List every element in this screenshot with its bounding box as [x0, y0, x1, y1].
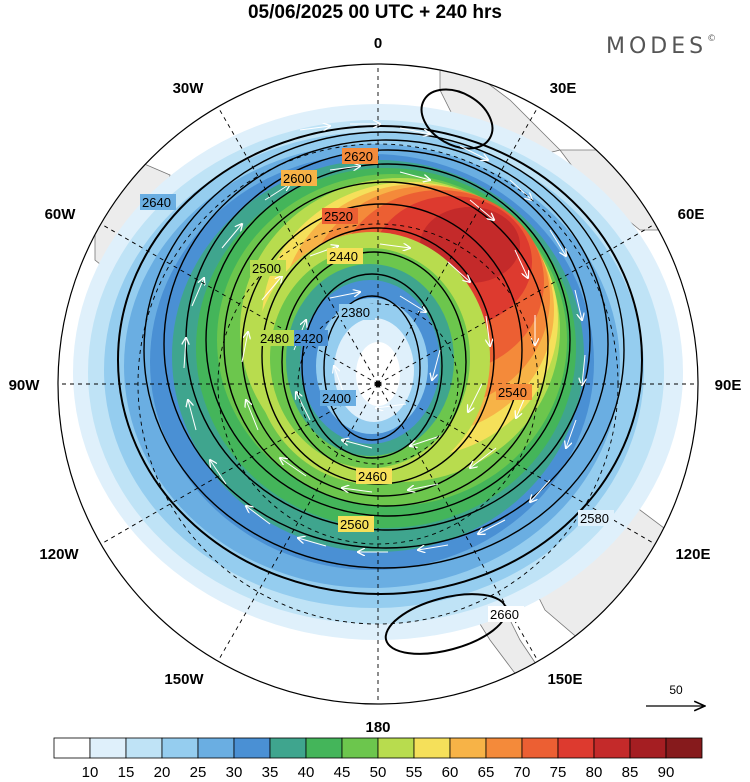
- map-field: [58, 64, 698, 704]
- contour-label: 2420: [294, 331, 323, 346]
- contour-label: 2400: [322, 391, 351, 406]
- lon-label-150w: 150W: [164, 671, 204, 688]
- colorbar-tick-label: 55: [406, 764, 423, 781]
- colorbar-swatch: [89, 737, 127, 759]
- colorbar-tick-label: 20: [154, 764, 171, 781]
- lon-label-180: 180: [365, 719, 390, 736]
- contour-label: 2480: [260, 331, 289, 346]
- map-boundary: [57, 63, 699, 705]
- colorbar-swatch: [413, 737, 451, 759]
- map-title: 05/06/2025 00 UTC + 240 hrs: [247, 2, 503, 23]
- colorbar-swatch: [449, 737, 487, 759]
- colorbar-tick-label: 35: [262, 764, 279, 781]
- contour-label: 2380: [341, 305, 370, 320]
- vector-reference: 50: [646, 683, 705, 706]
- colorbar-swatch: [521, 737, 559, 759]
- colorbar-tick-label: 80: [586, 764, 603, 781]
- contour-label: 2540: [498, 385, 527, 400]
- contour-label: 2580: [580, 511, 609, 526]
- colorbar-tick-label: 65: [478, 764, 495, 781]
- colorbar-swatch: [161, 737, 199, 759]
- contour-label: 2460: [358, 469, 387, 484]
- colorbar-tick-label: 50: [370, 764, 387, 781]
- colorbar-swatch: [269, 737, 307, 759]
- colorbar: 10 15 20 25 30 35 40 45 50 55 60 65 70 75 80 85 90: [53, 737, 703, 781]
- colorbar-swatch: [341, 737, 379, 759]
- colorbar-swatch: [305, 737, 343, 759]
- colorbar-tick-label: 15: [118, 764, 135, 781]
- colorbar-swatch: [233, 737, 271, 759]
- contour-label: 2620: [344, 149, 373, 164]
- lon-label-120w: 120W: [39, 546, 79, 563]
- contour-label: 2440: [329, 249, 358, 264]
- vector-reference-label: 50: [669, 683, 683, 697]
- lon-label-90e: 90E: [715, 377, 742, 394]
- colorbar-swatch: [593, 737, 631, 759]
- lon-label-30w: 30W: [173, 80, 205, 97]
- brand-mark: ©: [707, 34, 717, 44]
- contour-label: 2520: [324, 209, 353, 224]
- lon-label-150e: 150E: [547, 671, 582, 688]
- lon-label-60w: 60W: [45, 206, 77, 223]
- lon-label-60e: 60E: [678, 206, 705, 223]
- colorbar-swatch: [665, 737, 703, 759]
- pole-marker: [375, 381, 381, 387]
- colorbar-swatch: [485, 737, 523, 759]
- lon-label-120e: 120E: [675, 546, 710, 563]
- colorbar-swatch: [53, 737, 91, 759]
- longitude-labels: 0 30E 60E 90E 120E 150E 180 150W 120W 90…: [9, 35, 742, 736]
- colorbar-tick-label: 30: [226, 764, 243, 781]
- colorbar-tick-label: 25: [190, 764, 207, 781]
- contour-label-group: 2620 2600 2520 2440 2380 2420 2400 2460 …: [140, 148, 614, 622]
- lon-label-90w: 90W: [9, 377, 41, 394]
- colorbar-tick-label: 70: [514, 764, 531, 781]
- brand-logo: MODES©: [606, 34, 716, 59]
- colorbar-swatch: [125, 737, 163, 759]
- contour-label: 2660: [490, 607, 519, 622]
- contour-label: 2500: [252, 261, 281, 276]
- contour-label: 2600: [283, 171, 312, 186]
- colorbar-tick-label: 90: [658, 764, 675, 781]
- contour-label: 2560: [340, 517, 369, 532]
- lon-label-30e: 30E: [550, 80, 577, 97]
- colorbar-swatch: [629, 737, 667, 759]
- lon-label-0: 0: [374, 35, 382, 52]
- colorbar-swatch: [377, 737, 415, 759]
- colorbar-tick-label: 60: [442, 764, 459, 781]
- colorbar-swatch: [197, 737, 235, 759]
- colorbar-swatch: [557, 737, 595, 759]
- colorbar-tick-label: 45: [334, 764, 351, 781]
- colorbar-tick-label: 85: [622, 764, 639, 781]
- contour-label: 2640: [142, 195, 171, 210]
- colorbar-tick-label: 40: [298, 764, 315, 781]
- colorbar-tick-label: 75: [550, 764, 567, 781]
- colorbar-tick-label: 10: [82, 764, 99, 781]
- brand-name: MODES: [606, 34, 708, 59]
